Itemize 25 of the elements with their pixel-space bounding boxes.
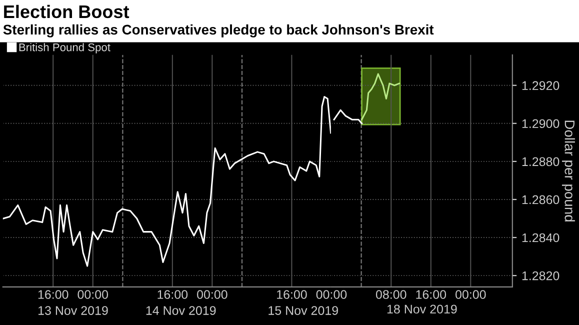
- y-tick-label: 1.2920: [522, 81, 560, 90]
- y-tick-label: 1.2820: [522, 271, 560, 280]
- x-tick-label: 16:00: [416, 290, 446, 299]
- legend-label: British Pound Spot: [19, 43, 110, 54]
- x-tick-label: 00:00: [197, 290, 228, 299]
- y-tick-label: 1.2840: [522, 233, 560, 242]
- x2-tick-label: 14 Nov 2019: [146, 306, 216, 315]
- y-tick-label: 1.2880: [522, 157, 560, 166]
- chart-subtitle: Sterling rallies as Conservatives pledge to back Johnson's Brexit: [3, 24, 434, 38]
- chart-title: Election Boost: [4, 4, 130, 18]
- x-tick-label: 00:00: [456, 290, 486, 299]
- x-tick-label: 08:00: [376, 290, 406, 299]
- x-tick-label: 00:00: [316, 290, 347, 299]
- y-axis-title: Dollar per pound: [562, 120, 575, 222]
- line-series: [333, 109, 363, 124]
- x-tick-label: 16:00: [38, 290, 68, 299]
- x2-tick-label: 13 Nov 2019: [38, 306, 108, 315]
- x2-tick-label: 15 Nov 2019: [268, 306, 338, 315]
- x-tick-label: 16:00: [277, 290, 307, 299]
- text: 18 Nov 2019: [387, 304, 457, 314]
- x-tick-label: 16:00: [158, 290, 188, 299]
- line-series: [361, 73, 400, 120]
- y-tick-label: 1.2860: [522, 195, 560, 204]
- x-tick-label: 00:00: [78, 290, 108, 299]
- y-tick-label: 1.2900: [522, 119, 560, 128]
